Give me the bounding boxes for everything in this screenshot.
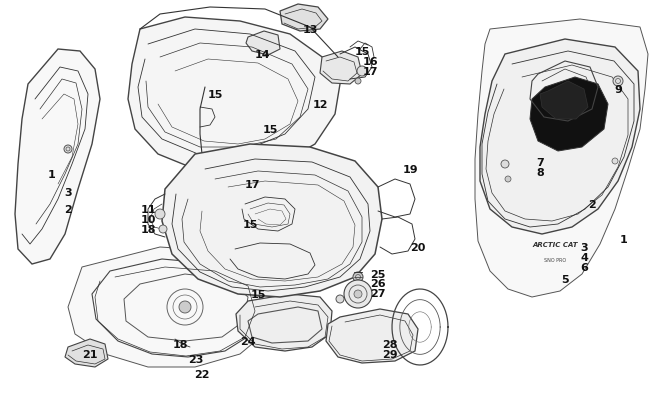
Polygon shape bbox=[320, 52, 362, 85]
Polygon shape bbox=[530, 78, 608, 151]
Circle shape bbox=[353, 272, 363, 282]
Polygon shape bbox=[236, 294, 332, 351]
Circle shape bbox=[612, 159, 618, 164]
Polygon shape bbox=[128, 18, 340, 175]
Text: 25: 25 bbox=[370, 269, 385, 279]
Text: 10: 10 bbox=[140, 215, 156, 224]
Text: 8: 8 bbox=[536, 168, 544, 177]
Text: 14: 14 bbox=[255, 50, 271, 60]
Text: 1: 1 bbox=[620, 234, 628, 244]
Text: 21: 21 bbox=[83, 349, 98, 359]
Text: 12: 12 bbox=[312, 100, 328, 110]
Circle shape bbox=[179, 301, 191, 313]
Circle shape bbox=[613, 77, 623, 87]
Polygon shape bbox=[480, 40, 640, 234]
Polygon shape bbox=[475, 20, 648, 297]
Text: 11: 11 bbox=[140, 205, 156, 215]
Circle shape bbox=[501, 161, 509, 168]
Circle shape bbox=[505, 177, 511, 183]
Polygon shape bbox=[68, 247, 278, 367]
Circle shape bbox=[355, 79, 361, 85]
Text: 1: 1 bbox=[48, 170, 56, 179]
Circle shape bbox=[354, 290, 362, 298]
Text: 19: 19 bbox=[402, 164, 418, 175]
Text: 2: 2 bbox=[588, 200, 596, 209]
Text: 4: 4 bbox=[580, 252, 588, 262]
Text: 16: 16 bbox=[362, 57, 378, 67]
Text: 26: 26 bbox=[370, 278, 386, 288]
Text: 5: 5 bbox=[561, 274, 569, 284]
Circle shape bbox=[64, 146, 72, 153]
Circle shape bbox=[336, 295, 344, 303]
Text: 7: 7 bbox=[536, 158, 544, 168]
Text: 15: 15 bbox=[263, 125, 278, 135]
Text: 17: 17 bbox=[244, 179, 260, 190]
Text: 15: 15 bbox=[242, 220, 257, 230]
Text: 22: 22 bbox=[194, 369, 210, 379]
Circle shape bbox=[357, 67, 367, 77]
Text: 3: 3 bbox=[580, 243, 588, 252]
Text: 18: 18 bbox=[172, 339, 188, 349]
Polygon shape bbox=[280, 5, 328, 32]
Polygon shape bbox=[65, 339, 108, 367]
Text: 17: 17 bbox=[362, 67, 378, 77]
Text: ARCTIC CAT: ARCTIC CAT bbox=[532, 241, 578, 247]
Circle shape bbox=[155, 209, 165, 220]
Text: 15: 15 bbox=[207, 90, 223, 100]
Text: 24: 24 bbox=[240, 336, 256, 346]
Text: 23: 23 bbox=[188, 354, 203, 364]
Polygon shape bbox=[246, 32, 280, 56]
Text: 6: 6 bbox=[580, 262, 588, 272]
Text: SNO PRO: SNO PRO bbox=[544, 257, 566, 262]
Text: 18: 18 bbox=[140, 224, 156, 234]
Text: 2: 2 bbox=[64, 205, 72, 215]
Text: 15: 15 bbox=[250, 289, 266, 299]
Circle shape bbox=[344, 280, 372, 308]
Text: 13: 13 bbox=[302, 25, 318, 35]
Circle shape bbox=[159, 226, 167, 233]
Text: 9: 9 bbox=[614, 85, 622, 95]
Polygon shape bbox=[326, 309, 418, 363]
Text: 28: 28 bbox=[382, 339, 398, 349]
Polygon shape bbox=[15, 50, 100, 264]
Text: 3: 3 bbox=[64, 188, 72, 198]
Text: 27: 27 bbox=[370, 288, 385, 298]
Polygon shape bbox=[162, 145, 382, 297]
Text: 15: 15 bbox=[354, 47, 370, 57]
Text: 29: 29 bbox=[382, 349, 398, 359]
Polygon shape bbox=[540, 82, 588, 120]
Text: 20: 20 bbox=[410, 243, 426, 252]
